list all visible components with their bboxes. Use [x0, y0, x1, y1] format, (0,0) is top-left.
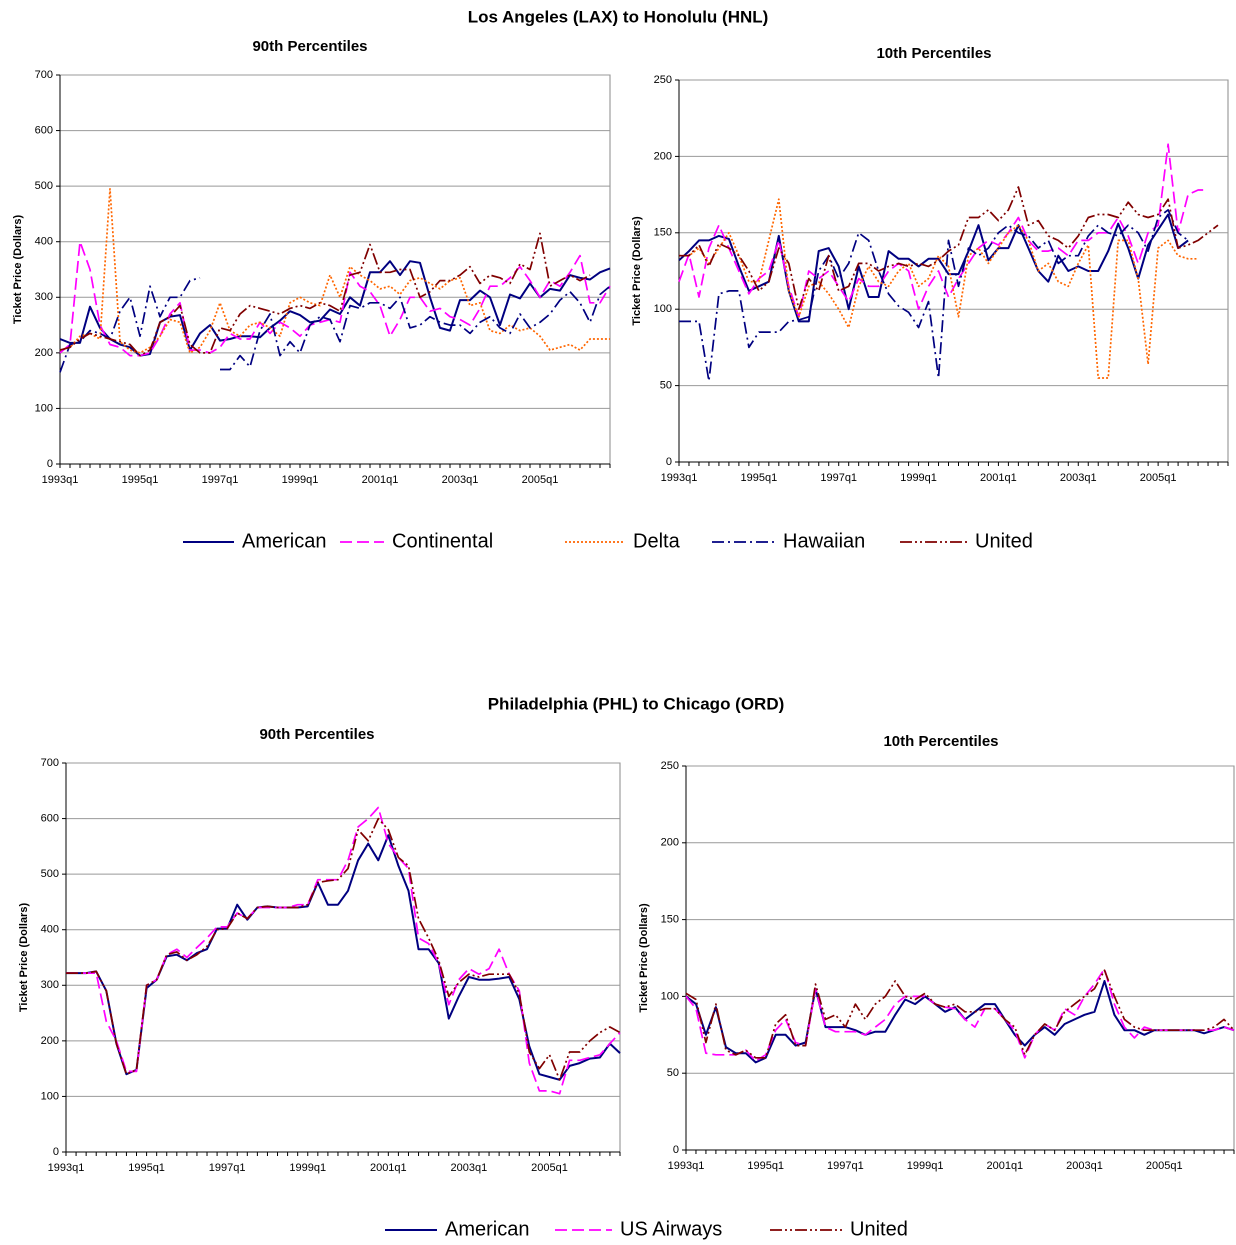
y-axis-label: Ticket Price (Dollars) [631, 216, 643, 326]
x-tick-label: 1993q1 [48, 1162, 85, 1174]
legend-label: Continental [392, 530, 493, 552]
y-tick-label: 250 [661, 760, 679, 772]
x-tick-label: 2005q1 [1146, 1160, 1183, 1172]
x-tick-label: 1993q1 [42, 474, 79, 486]
x-tick-label: 1997q1 [209, 1162, 246, 1174]
x-tick-label: 1999q1 [289, 1162, 326, 1174]
x-tick-label: 1997q1 [202, 474, 239, 486]
chart-title: 90th Percentiles [252, 38, 367, 55]
y-tick-label: 0 [53, 1146, 59, 1158]
series-line [66, 806, 621, 1095]
x-tick-label: 2005q1 [531, 1162, 568, 1174]
chart-title: 10th Percentiles [883, 733, 998, 750]
x-tick-label: 2001q1 [362, 474, 399, 486]
legend-label: United [850, 1218, 908, 1240]
y-tick-label: 200 [35, 347, 53, 359]
legend-label: American [242, 530, 326, 552]
y-tick-label: 700 [41, 757, 59, 769]
series-line [679, 209, 1189, 382]
legend-label: US Airways [620, 1218, 722, 1240]
series-line [59, 240, 611, 357]
series-line [66, 834, 621, 1081]
legend-label: American [445, 1218, 529, 1240]
y-tick-label: 0 [666, 456, 672, 468]
y-tick-label: 150 [654, 227, 672, 239]
series-line [679, 186, 1219, 311]
y-axis-label: Ticket Price (Dollars) [638, 903, 650, 1013]
y-tick-label: 400 [35, 236, 53, 248]
y-tick-label: 150 [661, 914, 679, 926]
series-line [59, 188, 610, 354]
x-tick-label: 2001q1 [980, 472, 1017, 484]
y-tick-label: 200 [41, 1035, 59, 1047]
y-tick-label: 300 [35, 291, 53, 303]
y-tick-label: 50 [667, 1067, 679, 1079]
y-tick-label: 250 [654, 74, 672, 86]
x-tick-label: 2001q1 [370, 1162, 407, 1174]
y-tick-label: 200 [661, 837, 679, 849]
group-title: Philadelphia (PHL) to Chicago (ORD) [488, 694, 785, 713]
x-tick-label: 2001q1 [986, 1160, 1023, 1172]
plot-frame [65, 762, 621, 1153]
series-line [678, 213, 1189, 323]
x-tick-label: 2003q1 [1066, 1160, 1103, 1172]
y-axis-label: Ticket Price (Dollars) [12, 215, 24, 325]
x-tick-label: 1995q1 [128, 1162, 165, 1174]
y-tick-label: 100 [41, 1090, 59, 1102]
y-tick-label: 50 [660, 380, 672, 392]
plot-frame [678, 79, 1229, 463]
x-tick-label: 1995q1 [740, 472, 777, 484]
series-line [66, 817, 621, 1081]
legend-label: United [975, 530, 1033, 552]
x-tick-label: 1993q1 [661, 472, 698, 484]
x-tick-label: 2003q1 [451, 1162, 488, 1174]
legend-label: Hawaiian [783, 530, 865, 552]
x-tick-label: 2003q1 [442, 474, 479, 486]
series-line [679, 198, 1199, 379]
series-line [685, 967, 1235, 1062]
y-tick-label: 400 [41, 924, 59, 936]
x-tick-label: 2003q1 [1060, 472, 1097, 484]
y-tick-label: 100 [661, 990, 679, 1002]
plot-frame [59, 74, 611, 465]
x-tick-label: 1995q1 [747, 1160, 784, 1172]
x-tick-label: 1997q1 [820, 472, 857, 484]
x-tick-label: 1995q1 [122, 474, 159, 486]
y-tick-label: 600 [35, 124, 53, 136]
y-tick-label: 600 [41, 812, 59, 824]
group-title: Los Angeles (LAX) to Honolulu (HNL) [468, 7, 769, 26]
x-tick-label: 1997q1 [827, 1160, 864, 1172]
x-tick-label: 1999q1 [900, 472, 937, 484]
x-tick-label: 2005q1 [1140, 472, 1177, 484]
series-line [678, 143, 1208, 318]
y-axis-label: Ticket Price (Dollars) [18, 903, 30, 1013]
y-tick-label: 500 [35, 180, 53, 192]
x-tick-label: 2005q1 [522, 474, 559, 486]
plot-frame [685, 765, 1235, 1151]
x-tick-label: 1993q1 [668, 1160, 705, 1172]
y-tick-label: 300 [41, 979, 59, 991]
y-tick-label: 100 [35, 402, 53, 414]
y-tick-label: 200 [654, 150, 672, 162]
chart-title: 10th Percentiles [876, 45, 991, 62]
series-line [685, 969, 1235, 1059]
chart-title: 90th Percentiles [259, 726, 374, 743]
series-line [59, 276, 611, 373]
y-tick-label: 100 [654, 303, 672, 315]
y-tick-label: 0 [47, 458, 53, 470]
y-tick-label: 0 [673, 1144, 679, 1156]
series-line [59, 232, 591, 357]
y-tick-label: 500 [41, 868, 59, 880]
y-tick-label: 700 [35, 69, 53, 81]
x-tick-label: 1999q1 [282, 474, 319, 486]
x-tick-label: 1999q1 [907, 1160, 944, 1172]
legend-label: Delta [633, 530, 681, 552]
